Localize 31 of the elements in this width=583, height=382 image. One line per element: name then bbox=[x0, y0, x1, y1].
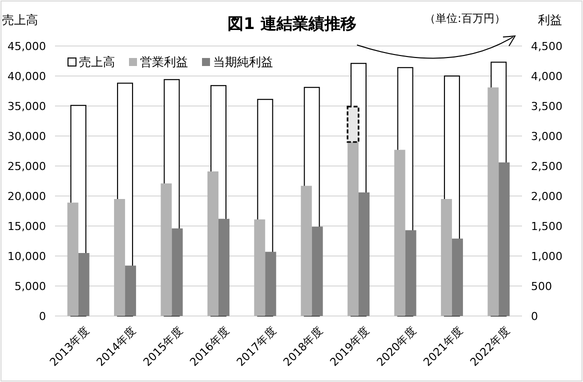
y-tick-label: 45,000 bbox=[8, 40, 46, 53]
legend-label: 営業利益 bbox=[140, 55, 188, 69]
bar bbox=[78, 253, 90, 316]
y2-tick-label: 4,500 bbox=[531, 40, 562, 53]
y2-tick-label: 500 bbox=[531, 280, 552, 293]
y2-tick-label: 0 bbox=[531, 310, 538, 323]
y-tick-label: 5,000 bbox=[14, 280, 46, 293]
y-tick-label: 40,000 bbox=[8, 70, 46, 83]
y-axis-title: 売上高 bbox=[2, 13, 38, 27]
y2-tick-label: 3,000 bbox=[531, 130, 562, 143]
y2-tick-label: 1,500 bbox=[531, 220, 562, 233]
legend-label: 売上高 bbox=[79, 55, 115, 69]
y2-tick-label: 2,500 bbox=[531, 160, 562, 173]
y-tick-label: 10,000 bbox=[8, 250, 46, 263]
y-tick-label: 30,000 bbox=[8, 130, 46, 143]
bar bbox=[452, 238, 463, 316]
bar bbox=[265, 252, 276, 316]
legend-label: 当期純利益 bbox=[213, 55, 273, 69]
y-tick-label: 20,000 bbox=[8, 190, 46, 203]
y2-tick-label: 2,000 bbox=[531, 190, 562, 203]
y-tick-label: 35,000 bbox=[8, 100, 46, 113]
y2-tick-label: 3,500 bbox=[531, 100, 562, 113]
y2-axis-title: 利益 bbox=[538, 13, 562, 27]
text: （単位:百万円） bbox=[424, 12, 506, 25]
y2-tick-label: 4,000 bbox=[531, 70, 562, 83]
y-tick-label: 0 bbox=[39, 310, 46, 323]
chart-title: 図1 連結業績推移 bbox=[228, 14, 356, 33]
y-tick-label: 25,000 bbox=[8, 160, 46, 173]
y-tick-label: 15,000 bbox=[8, 220, 46, 233]
y2-tick-label: 1,000 bbox=[531, 250, 562, 263]
bar bbox=[125, 266, 136, 316]
